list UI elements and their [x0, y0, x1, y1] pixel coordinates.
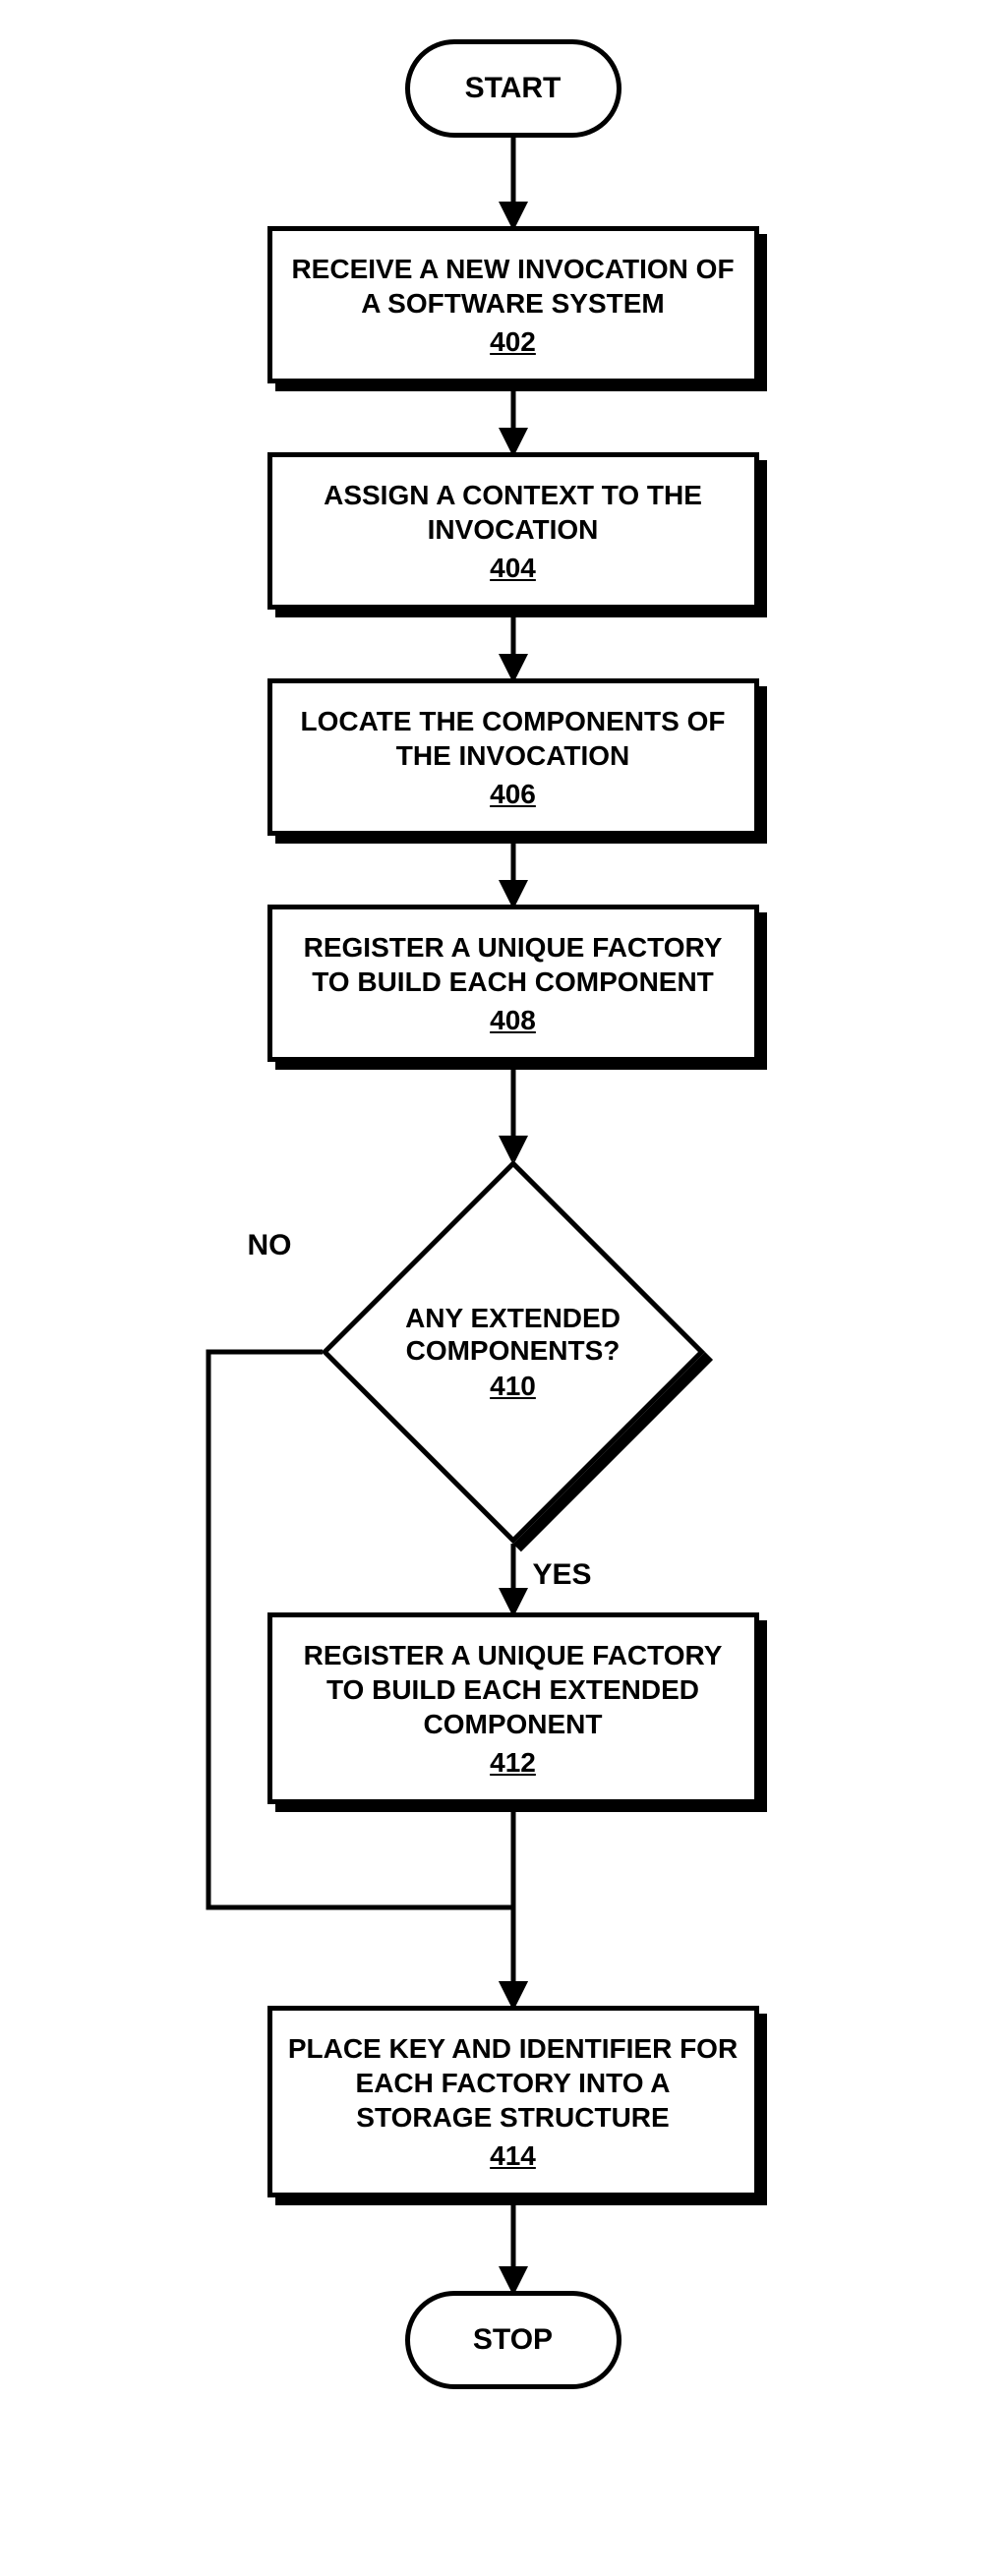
decision-text: ANY EXTENDED COMPONENTS?410 [322, 1160, 705, 1544]
process-ref: 412 [490, 1745, 536, 1780]
process-ref: 414 [490, 2138, 536, 2173]
process-412: REGISTER A UNIQUE FACTORY TO BUILD EACH … [267, 1612, 759, 1804]
process-text: PLACE KEY AND IDENTIFIER FOR EACH FACTOR… [288, 2031, 739, 2135]
process-ref: 408 [490, 1003, 536, 1037]
start-terminal: START [405, 39, 621, 138]
stop-terminal: STOP [405, 2291, 621, 2389]
process-404: ASSIGN A CONTEXT TO THE INVOCATION 404 [267, 452, 759, 610]
edge-label: YES [533, 1558, 592, 1592]
process-text: REGISTER A UNIQUE FACTORY TO BUILD EACH … [288, 1638, 739, 1741]
edge-label: NO [248, 1229, 292, 1262]
process-414: PLACE KEY AND IDENTIFIER FOR EACH FACTOR… [267, 2006, 759, 2197]
process-408: REGISTER A UNIQUE FACTORY TO BUILD EACH … [267, 905, 759, 1062]
process-406: LOCATE THE COMPONENTS OF THE INVOCATION 4… [267, 678, 759, 836]
process-ref: 404 [490, 551, 536, 585]
process-ref: 402 [490, 324, 536, 359]
process-text: LOCATE THE COMPONENTS OF THE INVOCATION [288, 704, 739, 773]
decision-410: ANY EXTENDED COMPONENTS?410 [322, 1160, 705, 1544]
process-402: RECEIVE A NEW INVOCATION OF A SOFTWARE S… [267, 226, 759, 383]
process-text: ASSIGN A CONTEXT TO THE INVOCATION [288, 478, 739, 547]
process-ref: 406 [490, 777, 536, 811]
process-text: REGISTER A UNIQUE FACTORY TO BUILD EACH … [288, 930, 739, 999]
process-text: RECEIVE A NEW INVOCATION OF A SOFTWARE S… [288, 252, 739, 321]
